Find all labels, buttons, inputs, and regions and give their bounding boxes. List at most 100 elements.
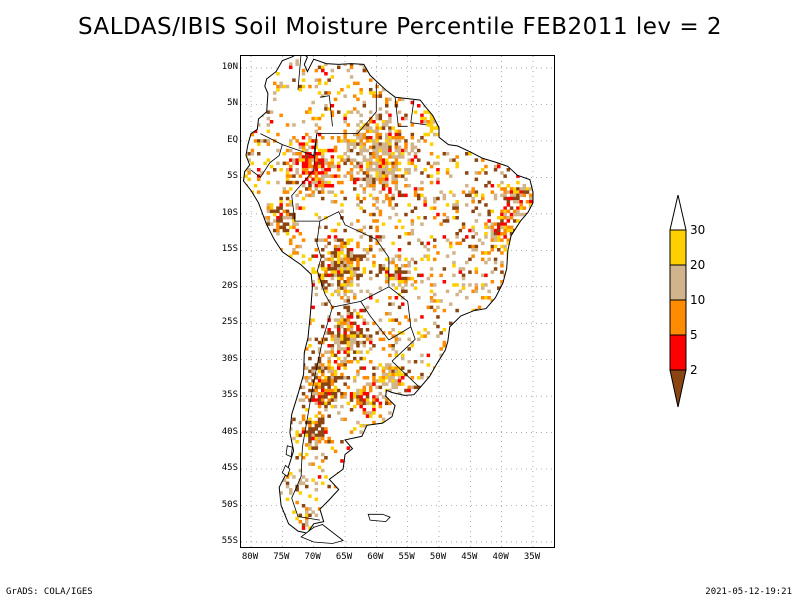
shade-cell [346, 254, 351, 258]
shade-cell [324, 366, 328, 370]
shade-cell [308, 436, 312, 441]
shade-cell [394, 168, 399, 172]
shade-cell [289, 62, 293, 66]
shade-cell [497, 222, 501, 226]
shade-cell [397, 148, 402, 153]
shade-cell [273, 289, 277, 294]
shade-cell [455, 443, 459, 447]
shade-cell [369, 91, 373, 95]
shade-cell [343, 228, 347, 233]
shade-cell [337, 344, 341, 348]
shade-cell [301, 120, 306, 124]
shade-cell [381, 395, 386, 399]
shade-cell [519, 68, 523, 73]
shade-cell [327, 401, 331, 406]
shade-cell [401, 68, 405, 73]
shade-cell [356, 312, 360, 316]
shade-cell [301, 299, 306, 303]
shade-cell [535, 379, 539, 383]
shade-cell [420, 424, 424, 428]
shade-cell [388, 273, 392, 278]
shade-cell [346, 360, 351, 364]
shade-cell [420, 372, 424, 377]
shade-cell [295, 171, 299, 175]
shade-cell [369, 401, 373, 406]
shade-cell [324, 238, 328, 242]
shade-cell [545, 494, 549, 498]
shade-cell [445, 472, 450, 476]
legend-label-20: 20 [690, 258, 706, 272]
shade-cell [362, 318, 367, 322]
shade-cell [257, 539, 261, 543]
shade-cell [273, 91, 277, 95]
shade-cell [369, 212, 373, 217]
shade-cell [385, 145, 389, 150]
shade-cell [426, 491, 431, 495]
country-border [316, 221, 390, 308]
shade-cell [503, 100, 507, 105]
shade-cell [542, 485, 546, 489]
shade-cell [372, 398, 376, 402]
shade-cell [410, 136, 415, 140]
shade-cell [410, 222, 415, 226]
shade-cell [471, 331, 475, 335]
shade-cell [340, 88, 344, 92]
shade-cell [324, 72, 328, 76]
shade-cell [484, 222, 488, 226]
shade-cell [394, 59, 399, 63]
shade-cell [317, 433, 322, 438]
shade-cell [295, 286, 299, 290]
shade-cell [292, 222, 296, 226]
shade-cell [420, 187, 424, 191]
shade-cell [378, 286, 383, 290]
shade-cell [266, 235, 271, 239]
shade-cell [340, 500, 344, 505]
shade-cell [289, 542, 293, 546]
shade-cell [340, 392, 344, 396]
shade-cell [449, 465, 453, 470]
shade-cell [471, 190, 475, 194]
shade-cell [301, 337, 306, 342]
shade-cell [321, 161, 325, 166]
shade-cell [407, 260, 411, 265]
shade-cell [458, 414, 463, 418]
shade-cell [404, 212, 408, 217]
shade-cell [301, 376, 306, 380]
shade-cell [305, 520, 309, 524]
shade-cell [519, 193, 523, 198]
shade-cell [375, 136, 379, 140]
shade-cell [260, 97, 264, 102]
shade-cell [337, 267, 341, 271]
shade-cell [327, 369, 331, 374]
shade-cell [356, 264, 360, 268]
shade-cell [301, 283, 306, 287]
shade-cell [270, 542, 274, 546]
shade-cell [378, 174, 383, 178]
shade-cell [542, 114, 546, 118]
shade-cell [388, 411, 392, 415]
shade-cell [378, 136, 383, 140]
shade-cell [529, 148, 533, 153]
shade-cell [356, 388, 360, 393]
island [367, 513, 391, 523]
shade-cell [519, 78, 523, 82]
shade-cell [269, 379, 274, 383]
shade-cell [346, 267, 351, 271]
shade-cell [413, 190, 418, 194]
shade-cell [311, 158, 315, 162]
shade-cell [388, 155, 392, 159]
shade-cell [343, 334, 347, 338]
shade-cell [465, 465, 469, 470]
shade-cell [535, 184, 539, 188]
shade-cell [516, 187, 520, 191]
shade-cell [477, 171, 482, 175]
shade-cell [410, 142, 415, 146]
shade-cell [429, 164, 434, 169]
shade-cell [314, 456, 319, 460]
shade-cell [388, 97, 392, 102]
shade-cell [477, 392, 482, 396]
shade-cell [401, 507, 405, 511]
shade-cell [420, 241, 424, 246]
shade-cell [266, 123, 271, 127]
shade-cell [276, 417, 280, 422]
